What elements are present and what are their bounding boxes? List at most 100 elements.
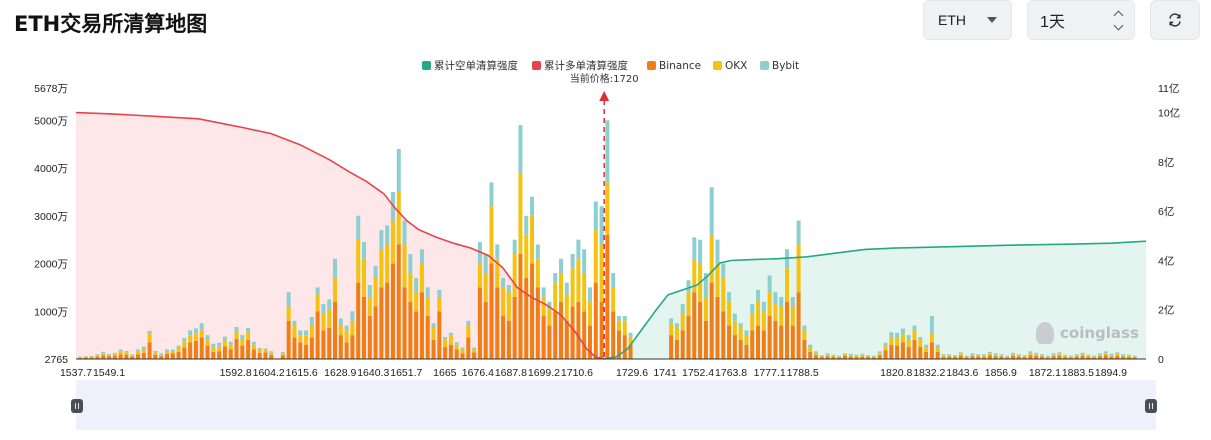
bar-binance bbox=[918, 347, 923, 359]
bar-okx bbox=[587, 301, 592, 326]
bar-bybit bbox=[228, 341, 233, 345]
bar-binance bbox=[611, 311, 616, 359]
refresh-button[interactable] bbox=[1150, 0, 1200, 40]
bar-binance bbox=[553, 311, 558, 359]
bar-binance bbox=[211, 351, 216, 359]
bar-bybit bbox=[616, 316, 621, 321]
bar-bybit bbox=[1115, 352, 1120, 354]
bar-binance bbox=[251, 349, 256, 359]
watermark-text: coinglass bbox=[1060, 324, 1139, 342]
bar-bybit bbox=[547, 301, 552, 309]
bar-binance bbox=[304, 344, 309, 359]
bar-bybit bbox=[883, 342, 888, 347]
bar-okx bbox=[825, 354, 830, 357]
bar-okx bbox=[373, 277, 378, 307]
bar-okx bbox=[147, 333, 152, 343]
bar-bybit bbox=[895, 332, 900, 338]
bar-bybit bbox=[958, 352, 963, 354]
liquidation-map-chart: 当前价格:1720 2765 1000万 2000万 3000万 4000万 5000万 56… bbox=[34, 59, 1180, 379]
bar-bybit bbox=[460, 347, 465, 350]
bar-bybit bbox=[512, 239, 517, 254]
bar-binance bbox=[379, 287, 384, 359]
bar-okx bbox=[773, 304, 778, 321]
bar-bybit bbox=[825, 353, 830, 355]
bar-okx bbox=[315, 294, 320, 312]
bar-bybit bbox=[1028, 351, 1033, 354]
bar-binance bbox=[234, 338, 239, 359]
bar-bybit bbox=[419, 249, 424, 264]
x-tick-label: 1883.5 bbox=[1062, 367, 1094, 379]
bar-okx bbox=[205, 339, 210, 346]
bar-okx bbox=[321, 313, 326, 331]
bar-bybit bbox=[918, 337, 923, 340]
bar-okx bbox=[78, 357, 83, 358]
bar-binance bbox=[727, 325, 732, 359]
bar-bybit bbox=[402, 220, 407, 245]
symbol-select[interactable]: ETH bbox=[923, 0, 1012, 40]
zoom-slider-track[interactable] bbox=[76, 380, 1156, 430]
bar-bybit bbox=[808, 344, 813, 348]
bar-okx bbox=[176, 348, 181, 352]
bar-binance bbox=[506, 320, 511, 359]
bar-binance bbox=[669, 335, 674, 359]
bar-binance bbox=[686, 316, 691, 359]
bar-bybit bbox=[1074, 354, 1079, 356]
bar-binance bbox=[790, 325, 795, 359]
bar-binance bbox=[205, 345, 210, 359]
bar-okx bbox=[402, 244, 407, 288]
bar-bybit bbox=[321, 304, 326, 314]
bar-okx bbox=[240, 338, 245, 346]
bar-binance bbox=[263, 352, 268, 359]
bar-okx bbox=[999, 355, 1004, 357]
bar-binance bbox=[750, 330, 755, 359]
bar-binance bbox=[518, 253, 523, 359]
x-tick-label: 1628.9 bbox=[324, 367, 356, 379]
bar-bybit bbox=[477, 242, 482, 264]
bar-binance bbox=[489, 263, 494, 359]
bar-binance bbox=[408, 301, 413, 359]
bar-bybit bbox=[101, 351, 106, 354]
bar-binance bbox=[1028, 355, 1033, 359]
bar-okx bbox=[1045, 356, 1050, 358]
bar-bybit bbox=[761, 301, 766, 312]
bar-bybit bbox=[1103, 351, 1108, 354]
bar-bybit bbox=[1045, 355, 1050, 357]
bar-binance bbox=[674, 339, 679, 359]
bar-binance bbox=[1057, 355, 1062, 359]
bar-binance bbox=[860, 356, 865, 359]
bar-binance bbox=[524, 277, 529, 359]
bar-okx bbox=[257, 349, 262, 353]
y-left-tick-label: 2765 bbox=[45, 354, 69, 366]
bar-bybit bbox=[796, 220, 801, 245]
bar-binance bbox=[1109, 356, 1114, 359]
bar-binance bbox=[1051, 356, 1056, 359]
bar-okx bbox=[530, 215, 535, 264]
bar-okx bbox=[680, 313, 685, 331]
bar-okx bbox=[796, 244, 801, 293]
bar-binance bbox=[773, 320, 778, 359]
bar-binance bbox=[460, 353, 465, 359]
bar-binance bbox=[1086, 357, 1091, 359]
bar-binance bbox=[147, 342, 152, 359]
bar-bybit bbox=[124, 350, 129, 353]
bar-bybit bbox=[292, 320, 297, 326]
bar-binance bbox=[570, 306, 575, 359]
bar-binance bbox=[501, 316, 506, 359]
bar-okx bbox=[906, 339, 911, 348]
bar-okx bbox=[448, 335, 453, 345]
bar-bybit bbox=[935, 344, 940, 349]
bar-bybit bbox=[483, 253, 488, 274]
bar-binance bbox=[118, 354, 123, 359]
y-right-tick-label: 0 bbox=[1158, 354, 1164, 366]
bar-binance bbox=[813, 355, 818, 359]
bar-okx bbox=[251, 344, 256, 350]
bar-okx bbox=[344, 330, 349, 343]
zoom-slider-left-handle[interactable] bbox=[71, 399, 83, 413]
bar-bybit bbox=[680, 304, 685, 314]
bar-bybit bbox=[582, 249, 587, 274]
time-range-select[interactable]: 1天 bbox=[1027, 0, 1135, 40]
bar-binance bbox=[344, 342, 349, 359]
x-tick-label: 1872.1 bbox=[1029, 367, 1061, 379]
bar-bybit bbox=[130, 354, 135, 356]
zoom-slider-right-handle[interactable] bbox=[1145, 399, 1157, 413]
